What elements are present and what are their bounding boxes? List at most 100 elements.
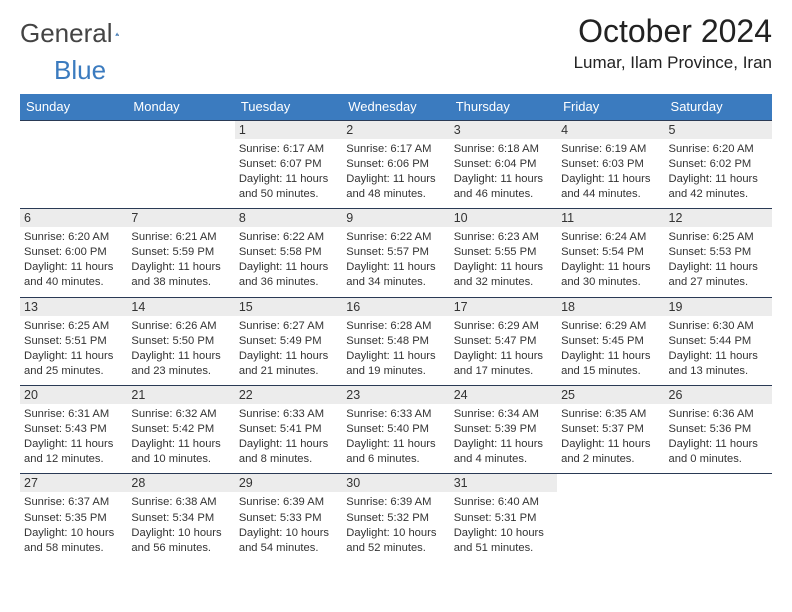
day-number: 1 [235, 121, 342, 139]
calendar-day-cell: 9 Sunrise: 6:22 AMSunset: 5:57 PMDaylight… [342, 209, 449, 297]
day-details: Sunrise: 6:40 AMSunset: 5:31 PMDaylight:… [454, 495, 553, 555]
page-title: October 2024 [574, 14, 772, 49]
day-number: 26 [665, 386, 772, 404]
day-details: Sunrise: 6:25 AMSunset: 5:53 PMDaylight:… [669, 230, 768, 290]
day-details: Sunrise: 6:23 AMSunset: 5:55 PMDaylight:… [454, 230, 553, 290]
weekday-header: Tuesday [235, 94, 342, 120]
day-number: 16 [342, 298, 449, 316]
sunset-text: Sunset: 5:37 PM [561, 422, 660, 437]
brand-text-general: General [20, 18, 113, 49]
day-number: 23 [342, 386, 449, 404]
day-details: Sunrise: 6:26 AMSunset: 5:50 PMDaylight:… [131, 319, 230, 379]
daylight-text: Daylight: 11 hours and 13 minutes. [669, 349, 768, 379]
sunrise-text: Sunrise: 6:34 AM [454, 407, 553, 422]
day-details: Sunrise: 6:28 AMSunset: 5:48 PMDaylight:… [346, 319, 445, 379]
calendar-day-cell: 12Sunrise: 6:25 AMSunset: 5:53 PMDayligh… [665, 209, 772, 297]
sunset-text: Sunset: 5:59 PM [131, 245, 230, 260]
sunset-text: Sunset: 5:49 PM [239, 334, 338, 349]
daylight-text: Daylight: 10 hours and 54 minutes. [239, 526, 338, 556]
day-details: Sunrise: 6:30 AMSunset: 5:44 PMDaylight:… [669, 319, 768, 379]
sunset-text: Sunset: 5:31 PM [454, 511, 553, 526]
daylight-text: Daylight: 10 hours and 51 minutes. [454, 526, 553, 556]
daylight-text: Daylight: 11 hours and 0 minutes. [669, 437, 768, 467]
calendar-day-cell: 22Sunrise: 6:33 AMSunset: 5:41 PMDayligh… [235, 386, 342, 474]
day-details: Sunrise: 6:17 AMSunset: 6:07 PMDaylight:… [239, 142, 338, 202]
day-details: Sunrise: 6:38 AMSunset: 5:34 PMDaylight:… [131, 495, 230, 555]
sunrise-text: Sunrise: 6:38 AM [131, 495, 230, 510]
calendar-day-cell: 4 Sunrise: 6:19 AMSunset: 6:03 PMDaylight… [557, 120, 664, 208]
sunset-text: Sunset: 5:41 PM [239, 422, 338, 437]
day-number: 9 [342, 209, 449, 227]
weekday-header-row: Sunday Monday Tuesday Wednesday Thursday… [20, 94, 772, 120]
daylight-text: Daylight: 11 hours and 23 minutes. [131, 349, 230, 379]
day-number [127, 121, 234, 125]
daylight-text: Daylight: 11 hours and 36 minutes. [239, 260, 338, 290]
day-number: 11 [557, 209, 664, 227]
calendar-day-cell: 1 Sunrise: 6:17 AMSunset: 6:07 PMDaylight… [235, 120, 342, 208]
calendar-week-row: 13 Sunrise: 6:25 AMSunset: 5:51 PM Dayligh… [20, 297, 772, 385]
day-details: Sunrise: 6:19 AMSunset: 6:03 PMDaylight:… [561, 142, 660, 202]
calendar-day-cell: 8Sunrise: 6:22 AMSunset: 5:58 PMDaylight… [235, 209, 342, 297]
daylight-text: Daylight: 10 hours and 56 minutes. [131, 526, 230, 556]
sunset-text: Sunset: 5:43 PM [24, 422, 123, 437]
sunrise-text: Sunrise: 6:31 AM [24, 407, 123, 422]
sunset-text: Sunset: 6:03 PM [561, 157, 660, 172]
day-details: Sunrise: 6:20 AMSunset: 6:02 PMDaylight:… [669, 142, 768, 202]
sunrise-text: Sunrise: 6:28 AM [346, 319, 445, 334]
day-number: 7 [127, 209, 234, 227]
sunset-text: Sunset: 5:42 PM [131, 422, 230, 437]
sunset-text: Sunset: 6:06 PM [346, 157, 445, 172]
sunrise-text: Sunrise: 6:36 AM [669, 407, 768, 422]
day-number: 21 [127, 386, 234, 404]
calendar-day-cell: 17Sunrise: 6:29 AMSunset: 5:47 PMDayligh… [450, 297, 557, 385]
sunrise-text: Sunrise: 6:32 AM [131, 407, 230, 422]
calendar-day-cell: 5Sunrise: 6:20 AMSunset: 6:02 PMDaylight… [665, 120, 772, 208]
day-details: Sunrise: 6:34 AMSunset: 5:39 PMDaylight:… [454, 407, 553, 467]
calendar-day-cell: 11Sunrise: 6:24 AMSunset: 5:54 PMDayligh… [557, 209, 664, 297]
calendar-day-cell: 18Sunrise: 6:29 AMSunset: 5:45 PMDayligh… [557, 297, 664, 385]
daylight-text: Daylight: 11 hours and 8 minutes. [239, 437, 338, 467]
sunset-text: Sunset: 5:45 PM [561, 334, 660, 349]
weekday-header: Thursday [450, 94, 557, 120]
calendar-week-row: 1 Sunrise: 6:17 AMSunset: 6:07 PMDaylight… [20, 120, 772, 208]
sunset-text: Sunset: 6:02 PM [669, 157, 768, 172]
daylight-text: Daylight: 11 hours and 34 minutes. [346, 260, 445, 290]
sunrise-text: Sunrise: 6:39 AM [239, 495, 338, 510]
calendar-day-cell: 21Sunrise: 6:32 AMSunset: 5:42 PMDayligh… [127, 386, 234, 474]
day-details: Sunrise: 6:37 AMSunset: 5:35 PMDaylight:… [24, 495, 123, 555]
sunset-text: Sunset: 5:32 PM [346, 511, 445, 526]
sunset-text: Sunset: 6:00 PM [24, 245, 123, 260]
daylight-text: Daylight: 11 hours and 30 minutes. [561, 260, 660, 290]
sunset-text: Sunset: 5:40 PM [346, 422, 445, 437]
sunrise-text: Sunrise: 6:21 AM [131, 230, 230, 245]
sunrise-text: Sunrise: 6:20 AM [669, 142, 768, 157]
day-details: Sunrise: 6:18 AMSunset: 6:04 PMDaylight:… [454, 142, 553, 202]
day-details: Sunrise: 6:22 AMSunset: 5:57 PMDaylight:… [346, 230, 445, 290]
weekday-header: Monday [127, 94, 234, 120]
day-number: 20 [20, 386, 127, 404]
day-number: 24 [450, 386, 557, 404]
day-details: Sunrise: 6:39 AMSunset: 5:33 PMDaylight:… [239, 495, 338, 555]
sunset-text: Sunset: 6:04 PM [454, 157, 553, 172]
sunrise-text: Sunrise: 6:17 AM [239, 142, 338, 157]
calendar-week-row: 6Sunrise: 6:20 AMSunset: 6:00 PMDaylight… [20, 209, 772, 297]
daylight-text: Daylight: 11 hours and 6 minutes. [346, 437, 445, 467]
calendar-week-row: 27Sunrise: 6:37 AMSunset: 5:35 PMDayligh… [20, 474, 772, 562]
day-number: 13 [20, 298, 127, 316]
sunrise-text: Sunrise: 6:27 AM [239, 319, 338, 334]
weekday-header: Friday [557, 94, 664, 120]
daylight-text: Daylight: 11 hours and 38 minutes. [131, 260, 230, 290]
sunrise-text: Sunrise: 6:26 AM [131, 319, 230, 334]
sunset-text: Sunset: 5:51 PM [24, 334, 123, 349]
daylight-text: Daylight: 11 hours and 2 minutes. [561, 437, 660, 467]
sunrise-text: Sunrise: 6:40 AM [454, 495, 553, 510]
calendar-week-row: 20 Sunrise: 6:31 AMSunset: 5:43 PM Dayligh… [20, 386, 772, 474]
day-number: 4 [557, 121, 664, 139]
sunset-text: Sunset: 5:34 PM [131, 511, 230, 526]
daylight-text: Daylight: 11 hours and 32 minutes. [454, 260, 553, 290]
sunrise-text: Sunrise: 6:39 AM [346, 495, 445, 510]
calendar-day-cell [127, 120, 234, 208]
sunrise-text: Sunrise: 6:25 AM [24, 319, 123, 334]
daylight-text: Daylight: 11 hours and 27 minutes. [669, 260, 768, 290]
sunset-text: Sunset: 5:53 PM [669, 245, 768, 260]
